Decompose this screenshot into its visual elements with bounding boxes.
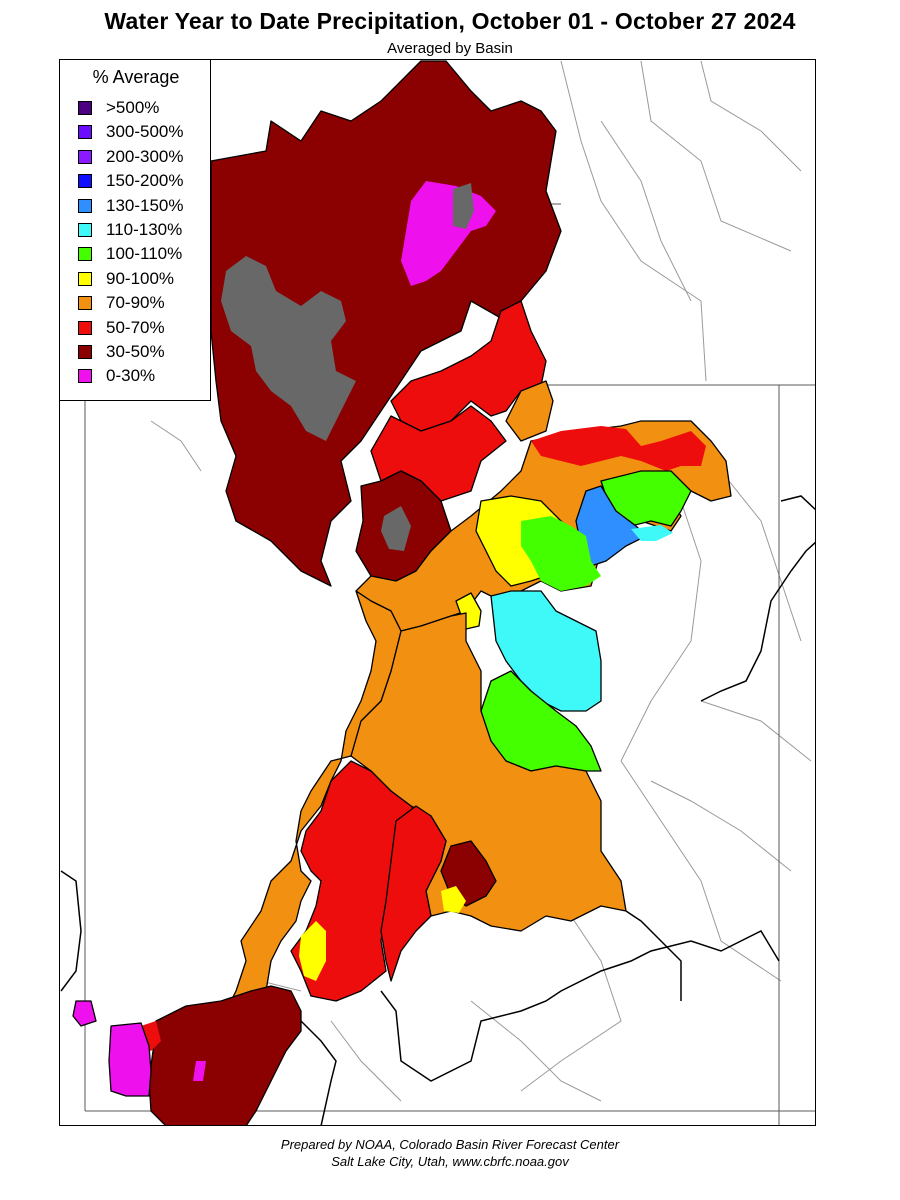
legend-swatch <box>78 320 92 335</box>
basin-outlines <box>60 495 815 1125</box>
legend-label: 50-70% <box>106 317 165 337</box>
credit-line-2: Salt Lake City, Utah, www.cbrfc.noaa.gov <box>331 1154 569 1169</box>
legend-swatch <box>78 198 92 213</box>
basin-southwest-0-30 <box>108 1022 152 1097</box>
basin-sw-spot-0-30 <box>193 1061 206 1081</box>
basin-north-30-50 <box>210 60 562 587</box>
legend-swatch <box>78 149 92 164</box>
basin-sw-edge-0-30 <box>72 1000 97 1027</box>
basin-upper-50-70 <box>390 300 547 432</box>
legend-item: 30-50% <box>78 342 165 362</box>
legend-item: 150-200% <box>78 171 184 191</box>
basin-uinta-110-130-a <box>631 525 673 541</box>
basin-sevier-50-70 <box>380 805 447 982</box>
legend-swatch <box>78 247 92 262</box>
legend-swatch <box>78 345 92 359</box>
no-data-utah-lake <box>381 506 411 551</box>
legend-label: 100-110% <box>106 244 183 264</box>
basin-mid-100-110 <box>521 516 601 591</box>
legend-swatch <box>78 296 92 311</box>
legend-swatch <box>78 271 92 286</box>
legend-label: 150-200% <box>106 171 184 191</box>
basin-upper-70-90-a <box>505 380 554 442</box>
basin-mid-110-130 <box>490 590 602 712</box>
basin-sevier-90-100 <box>441 886 466 913</box>
legend-label: 70-90% <box>106 293 165 313</box>
credit-line-1: Prepared by NOAA, Colorado Basin River F… <box>280 1137 620 1152</box>
legend-label: 300-500% <box>106 122 184 142</box>
legend-item: 100-110% <box>78 244 182 264</box>
legend-label: >500% <box>106 98 160 117</box>
basins <box>72 60 732 1125</box>
legend-label: 200-300% <box>106 146 184 166</box>
legend-title: % Average <box>92 67 180 87</box>
legend-item: 130-150% <box>78 196 184 216</box>
no-data-north <box>453 183 474 229</box>
legend-item: 90-100% <box>78 269 174 289</box>
legend-swatch <box>78 174 92 189</box>
legend-item: >500% <box>78 98 159 118</box>
legend-item: 50-70% <box>78 318 165 338</box>
basin-southwest-30-50 <box>148 985 302 1125</box>
legend-swatch <box>78 369 92 384</box>
legend-swatch <box>78 223 92 237</box>
legend-label: 30-50% <box>106 342 165 361</box>
legend-item: 300-500% <box>78 122 184 142</box>
map-title: Water Year to Date Precipitation, Octobe… <box>104 8 796 34</box>
precipitation-map <box>59 59 816 1126</box>
map-subtitle: Averaged by Basin <box>387 40 513 57</box>
legend-swatch <box>78 125 92 140</box>
legend-item: 0-30% <box>78 366 155 386</box>
legend-swatch <box>78 101 92 115</box>
legend-item: 110-130% <box>78 220 182 240</box>
legend-item: 200-300% <box>78 147 184 167</box>
legend-label: 0-30% <box>106 366 156 386</box>
legend-item: 70-90% <box>78 293 165 313</box>
no-data-great-salt-lake <box>221 256 356 441</box>
basin-sw-90-100 <box>299 921 326 981</box>
map-legend: % Average >500% 300-500% 200-300% 150-200% 1… <box>59 59 211 401</box>
legend-label: 130-150% <box>106 195 184 215</box>
legend-label: 110-130% <box>106 220 183 239</box>
legend-label: 90-100% <box>106 268 175 288</box>
basin-east-50-70 <box>531 426 706 471</box>
